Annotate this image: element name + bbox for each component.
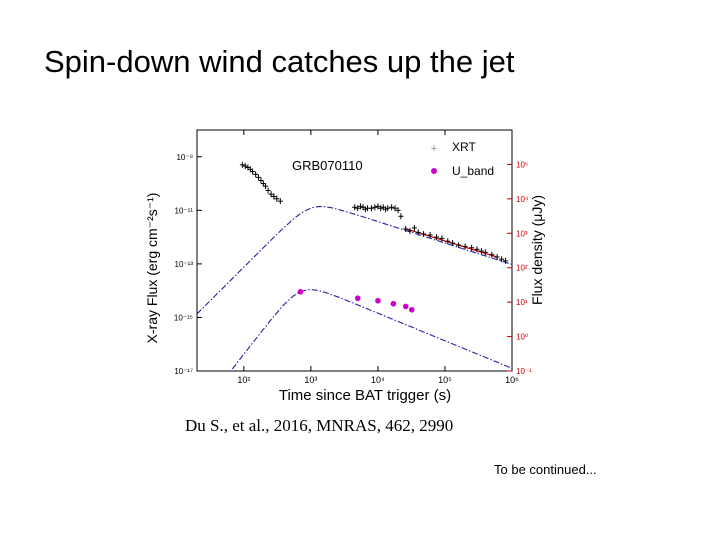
xrt-point bbox=[398, 213, 404, 220]
y-tick-label-left: 10⁻¹⁵ bbox=[174, 313, 193, 322]
xrt-point bbox=[427, 231, 433, 238]
xrt-point bbox=[421, 231, 427, 238]
legend-u-band-marker bbox=[431, 168, 437, 174]
y-tick-label-right: 10⁰ bbox=[516, 333, 528, 342]
slide-title: Spin-down wind catches up the jet bbox=[44, 44, 515, 79]
u-band-point bbox=[402, 303, 409, 310]
y-tick-label-right: 10¹ bbox=[516, 298, 528, 307]
u-band-point bbox=[354, 295, 361, 302]
y-tick-label-left: 10⁻¹³ bbox=[175, 260, 194, 269]
axis-ticks: 10² 10³ 10⁴ 10⁵ 10⁶ 10⁻⁹ 10⁻¹¹ 10⁻¹³ 10⁻¹⁵ 10⁻¹⁷ 1… bbox=[174, 130, 532, 385]
legend-xrt-marker: + bbox=[431, 143, 437, 155]
xrt-point bbox=[255, 174, 261, 181]
u-band-point bbox=[390, 300, 397, 307]
u-band-point bbox=[375, 297, 381, 304]
legend-label-xrt: XRT bbox=[452, 140, 476, 154]
xrt-point bbox=[503, 257, 509, 264]
xrt-point bbox=[407, 227, 413, 234]
xrt-point bbox=[385, 205, 391, 212]
x-axis-label: Time since BAT trigger (s) bbox=[279, 387, 451, 404]
x-tick-label: 10⁵ bbox=[438, 375, 452, 385]
xrt-point bbox=[411, 224, 417, 231]
u-band-point bbox=[408, 306, 415, 313]
xrt-point bbox=[450, 240, 456, 247]
xrt-point bbox=[242, 163, 248, 170]
xrt-point bbox=[352, 204, 358, 211]
xrt-point bbox=[372, 204, 378, 211]
y-tick-label-right: 10⁵ bbox=[516, 160, 528, 169]
xrt-point bbox=[268, 191, 274, 198]
xrt-point bbox=[392, 205, 398, 212]
xrt-point bbox=[358, 203, 364, 210]
xrt-point bbox=[489, 251, 495, 258]
y-tick-label-left: 10⁻⁹ bbox=[176, 153, 193, 162]
xrt-point bbox=[474, 246, 480, 253]
xrt-point bbox=[439, 235, 445, 242]
xrt-point bbox=[375, 203, 381, 210]
legend-label-u-band: U_band bbox=[452, 164, 494, 178]
x-tick-label: 10² bbox=[237, 375, 250, 385]
continued-note: To be continued... bbox=[494, 462, 597, 477]
x-tick-label: 10⁶ bbox=[505, 375, 519, 385]
plot-area-border bbox=[196, 129, 513, 372]
xrt-point bbox=[403, 226, 409, 233]
xrt-point bbox=[462, 243, 468, 250]
xrt-point bbox=[456, 242, 462, 249]
xrt-point bbox=[395, 207, 401, 214]
y-tick-label-right: 10⁴ bbox=[516, 195, 529, 204]
y-tick-label-right: 10³ bbox=[516, 229, 528, 238]
xrt-point bbox=[253, 171, 259, 178]
model-curve-u-band bbox=[230, 289, 512, 371]
u-band-point bbox=[297, 288, 304, 295]
citation: Du S., et al., 2016, MNRAS, 462, 2990 bbox=[185, 416, 454, 435]
grb-annotation: GRB070110 bbox=[292, 158, 363, 173]
y-tick-label-right: 10⁻¹ bbox=[516, 367, 532, 376]
xrt-point bbox=[265, 187, 271, 194]
xrt-point bbox=[434, 234, 440, 241]
xrt-point bbox=[355, 205, 361, 212]
y-tick-label-right: 10² bbox=[516, 264, 528, 273]
xrt-point bbox=[469, 244, 475, 251]
xrt-point bbox=[499, 256, 505, 263]
xrt-point bbox=[239, 161, 245, 168]
xrt-point bbox=[271, 193, 277, 200]
y-tick-label-left: 10⁻¹¹ bbox=[175, 206, 194, 215]
xrt-point bbox=[274, 195, 280, 202]
xrt-point bbox=[445, 238, 451, 245]
y-axis-label-right: Flux density (μJy) bbox=[529, 195, 545, 305]
xrt-point bbox=[494, 254, 500, 261]
xrt-point bbox=[389, 204, 395, 211]
y-axis-label-left: X-ray Flux (erg cm⁻²s⁻¹) bbox=[144, 193, 160, 344]
legend: + XRT U_band bbox=[431, 140, 494, 178]
xrt-point bbox=[415, 229, 421, 236]
xrt-point bbox=[258, 177, 264, 184]
xrt-point bbox=[250, 168, 256, 175]
xrt-point bbox=[378, 205, 384, 212]
x-tick-label: 10⁴ bbox=[371, 375, 385, 385]
plot-frame bbox=[196, 129, 513, 372]
y-tick-label-left: 10⁻¹⁷ bbox=[174, 367, 193, 376]
xrt-point bbox=[368, 205, 374, 212]
light-curve-chart: 10² 10³ 10⁴ 10⁵ 10⁶ 10⁻⁹ 10⁻¹¹ 10⁻¹³ 10⁻¹⁵ 10⁻¹⁷ 1… bbox=[144, 129, 545, 404]
data-points bbox=[239, 161, 509, 313]
model-curve-xray bbox=[197, 206, 512, 315]
x-tick-label: 10³ bbox=[304, 375, 317, 385]
xrt-point bbox=[277, 198, 283, 205]
xrt-point bbox=[262, 183, 268, 190]
xrt-point bbox=[482, 249, 488, 256]
xrt-point bbox=[478, 248, 484, 255]
